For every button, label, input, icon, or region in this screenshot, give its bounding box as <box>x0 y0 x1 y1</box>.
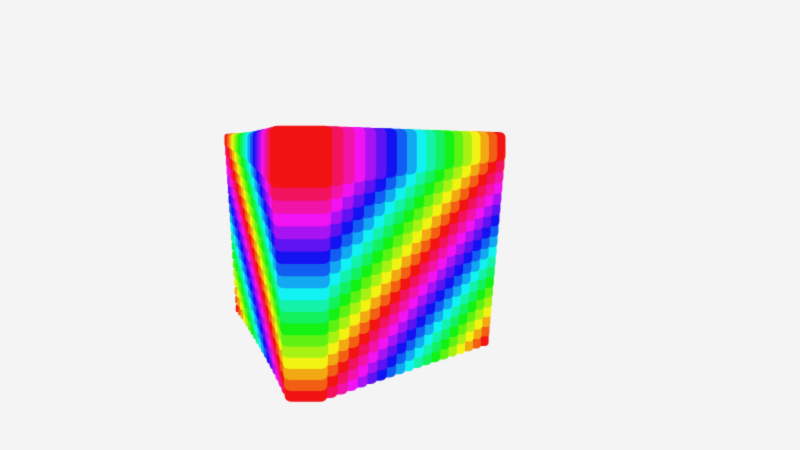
scatter3d-plot-canvas[interactable] <box>0 0 800 450</box>
figure-container <box>0 0 800 450</box>
